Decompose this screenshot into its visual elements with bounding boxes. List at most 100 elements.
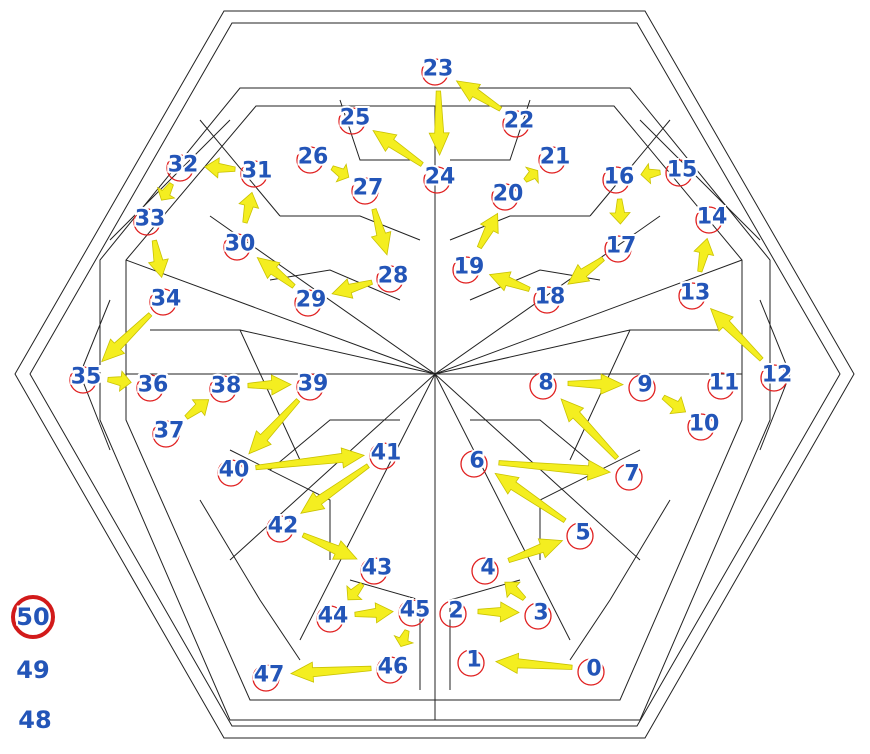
node-marker [240, 160, 268, 188]
node-36: 36 [136, 371, 170, 402]
node-label: 43 [362, 556, 393, 581]
node-label: 17 [606, 234, 637, 259]
node-marker [149, 288, 177, 316]
node-14: 14 [695, 203, 729, 234]
node-26: 26 [296, 143, 330, 174]
node-38: 38 [209, 372, 243, 403]
maze-wall [109, 119, 231, 241]
node-marker [665, 159, 693, 187]
node-label: 31 [242, 159, 273, 184]
node-label: 30 [225, 232, 256, 257]
arrow-28-to-29 [331, 278, 373, 299]
node-marker [294, 289, 322, 317]
legend-item-48: 48 [16, 704, 53, 736]
node-marker [457, 649, 485, 677]
node-label: 42 [268, 514, 299, 539]
node-32: 32 [166, 151, 200, 182]
node-label: 1 [466, 648, 481, 673]
arrow-29-to-30 [256, 257, 296, 289]
node-label: 41 [371, 441, 402, 466]
node-marker [695, 206, 723, 234]
maze-wall [339, 99, 420, 161]
maze-wall [269, 269, 401, 301]
maze-wall [639, 119, 761, 241]
node-label: 8 [538, 371, 553, 396]
arrow-32-to-33 [156, 182, 176, 201]
maze-wall [29, 22, 841, 727]
node-label: 11 [709, 371, 740, 396]
arrow-40-to-41 [255, 447, 366, 471]
node-40: 40 [217, 456, 251, 487]
node-label: 5 [575, 521, 590, 546]
arrow-34-to-35 [101, 312, 153, 363]
arrow-43-to-44 [346, 582, 365, 601]
maze-wall [470, 419, 601, 471]
maze-wall [125, 259, 743, 375]
side-legend: 50 49 48 [11, 595, 55, 736]
node-label: 47 [254, 663, 285, 688]
arrow-33-to-34 [147, 239, 169, 279]
node-label: 2 [448, 599, 463, 624]
node-marker [524, 602, 552, 630]
node-marker [471, 557, 499, 585]
arrow-18-to-19 [488, 271, 531, 292]
arrow-5-to-6 [494, 472, 567, 524]
node-label: 40 [219, 458, 250, 483]
node-4: 4 [471, 554, 499, 585]
node-label: 20 [493, 182, 524, 207]
arrow-17-to-18 [567, 256, 605, 285]
node-marker [316, 605, 344, 633]
maze-wall [199, 499, 301, 661]
maze-wall [569, 499, 671, 661]
node-43: 43 [360, 554, 394, 585]
node-1: 1 [457, 646, 485, 677]
node-2: 2 [439, 597, 467, 628]
node-37: 37 [152, 417, 186, 448]
node-label: 29 [296, 288, 327, 313]
node-label: 26 [298, 145, 329, 170]
node-label: 38 [211, 374, 242, 399]
node-label: 3 [533, 601, 548, 626]
arrow-8-to-9 [567, 373, 624, 395]
arrow-45-to-46 [393, 629, 415, 647]
node-marker [398, 599, 426, 627]
arrow-44-to-45 [354, 602, 394, 624]
legend-item-50: 50 [11, 595, 55, 639]
node-marker [577, 658, 605, 686]
arrow-16-to-17 [609, 198, 631, 225]
node-29: 29 [294, 286, 328, 317]
node-label: 46 [378, 655, 409, 680]
node-marker [566, 522, 594, 550]
node-label: 19 [454, 255, 485, 280]
arrow-27-to-28 [370, 208, 392, 256]
node-label: 33 [135, 207, 166, 232]
node-33: 33 [133, 205, 167, 236]
node-12: 12 [760, 361, 794, 392]
node-label: 45 [400, 598, 431, 623]
arrow-35-to-36 [107, 370, 132, 392]
node-25: 25 [338, 104, 372, 135]
node-marker [152, 420, 180, 448]
node-3: 3 [524, 599, 552, 630]
arrow-2-to-3 [477, 601, 520, 623]
node-label: 10 [689, 412, 720, 437]
node-label: 37 [154, 419, 185, 444]
node-label: 22 [504, 109, 535, 134]
arrow-13-to-14 [693, 237, 715, 273]
node-marker [252, 664, 280, 692]
arrow-30-to-31 [238, 191, 260, 224]
arrow-42-to-43 [301, 532, 358, 560]
node-label: 36 [138, 373, 169, 398]
arrow-39-to-40 [248, 398, 301, 455]
node-marker [136, 374, 164, 402]
legend-label: 48 [18, 706, 51, 734]
maze-wall [569, 329, 720, 461]
node-marker [296, 373, 324, 401]
legend-item-49: 49 [14, 654, 51, 686]
node-35: 35 [69, 363, 103, 394]
node-11: 11 [707, 369, 741, 400]
node-label: 16 [604, 165, 635, 190]
node-39: 39 [296, 370, 330, 401]
node-8: 8 [529, 369, 557, 400]
